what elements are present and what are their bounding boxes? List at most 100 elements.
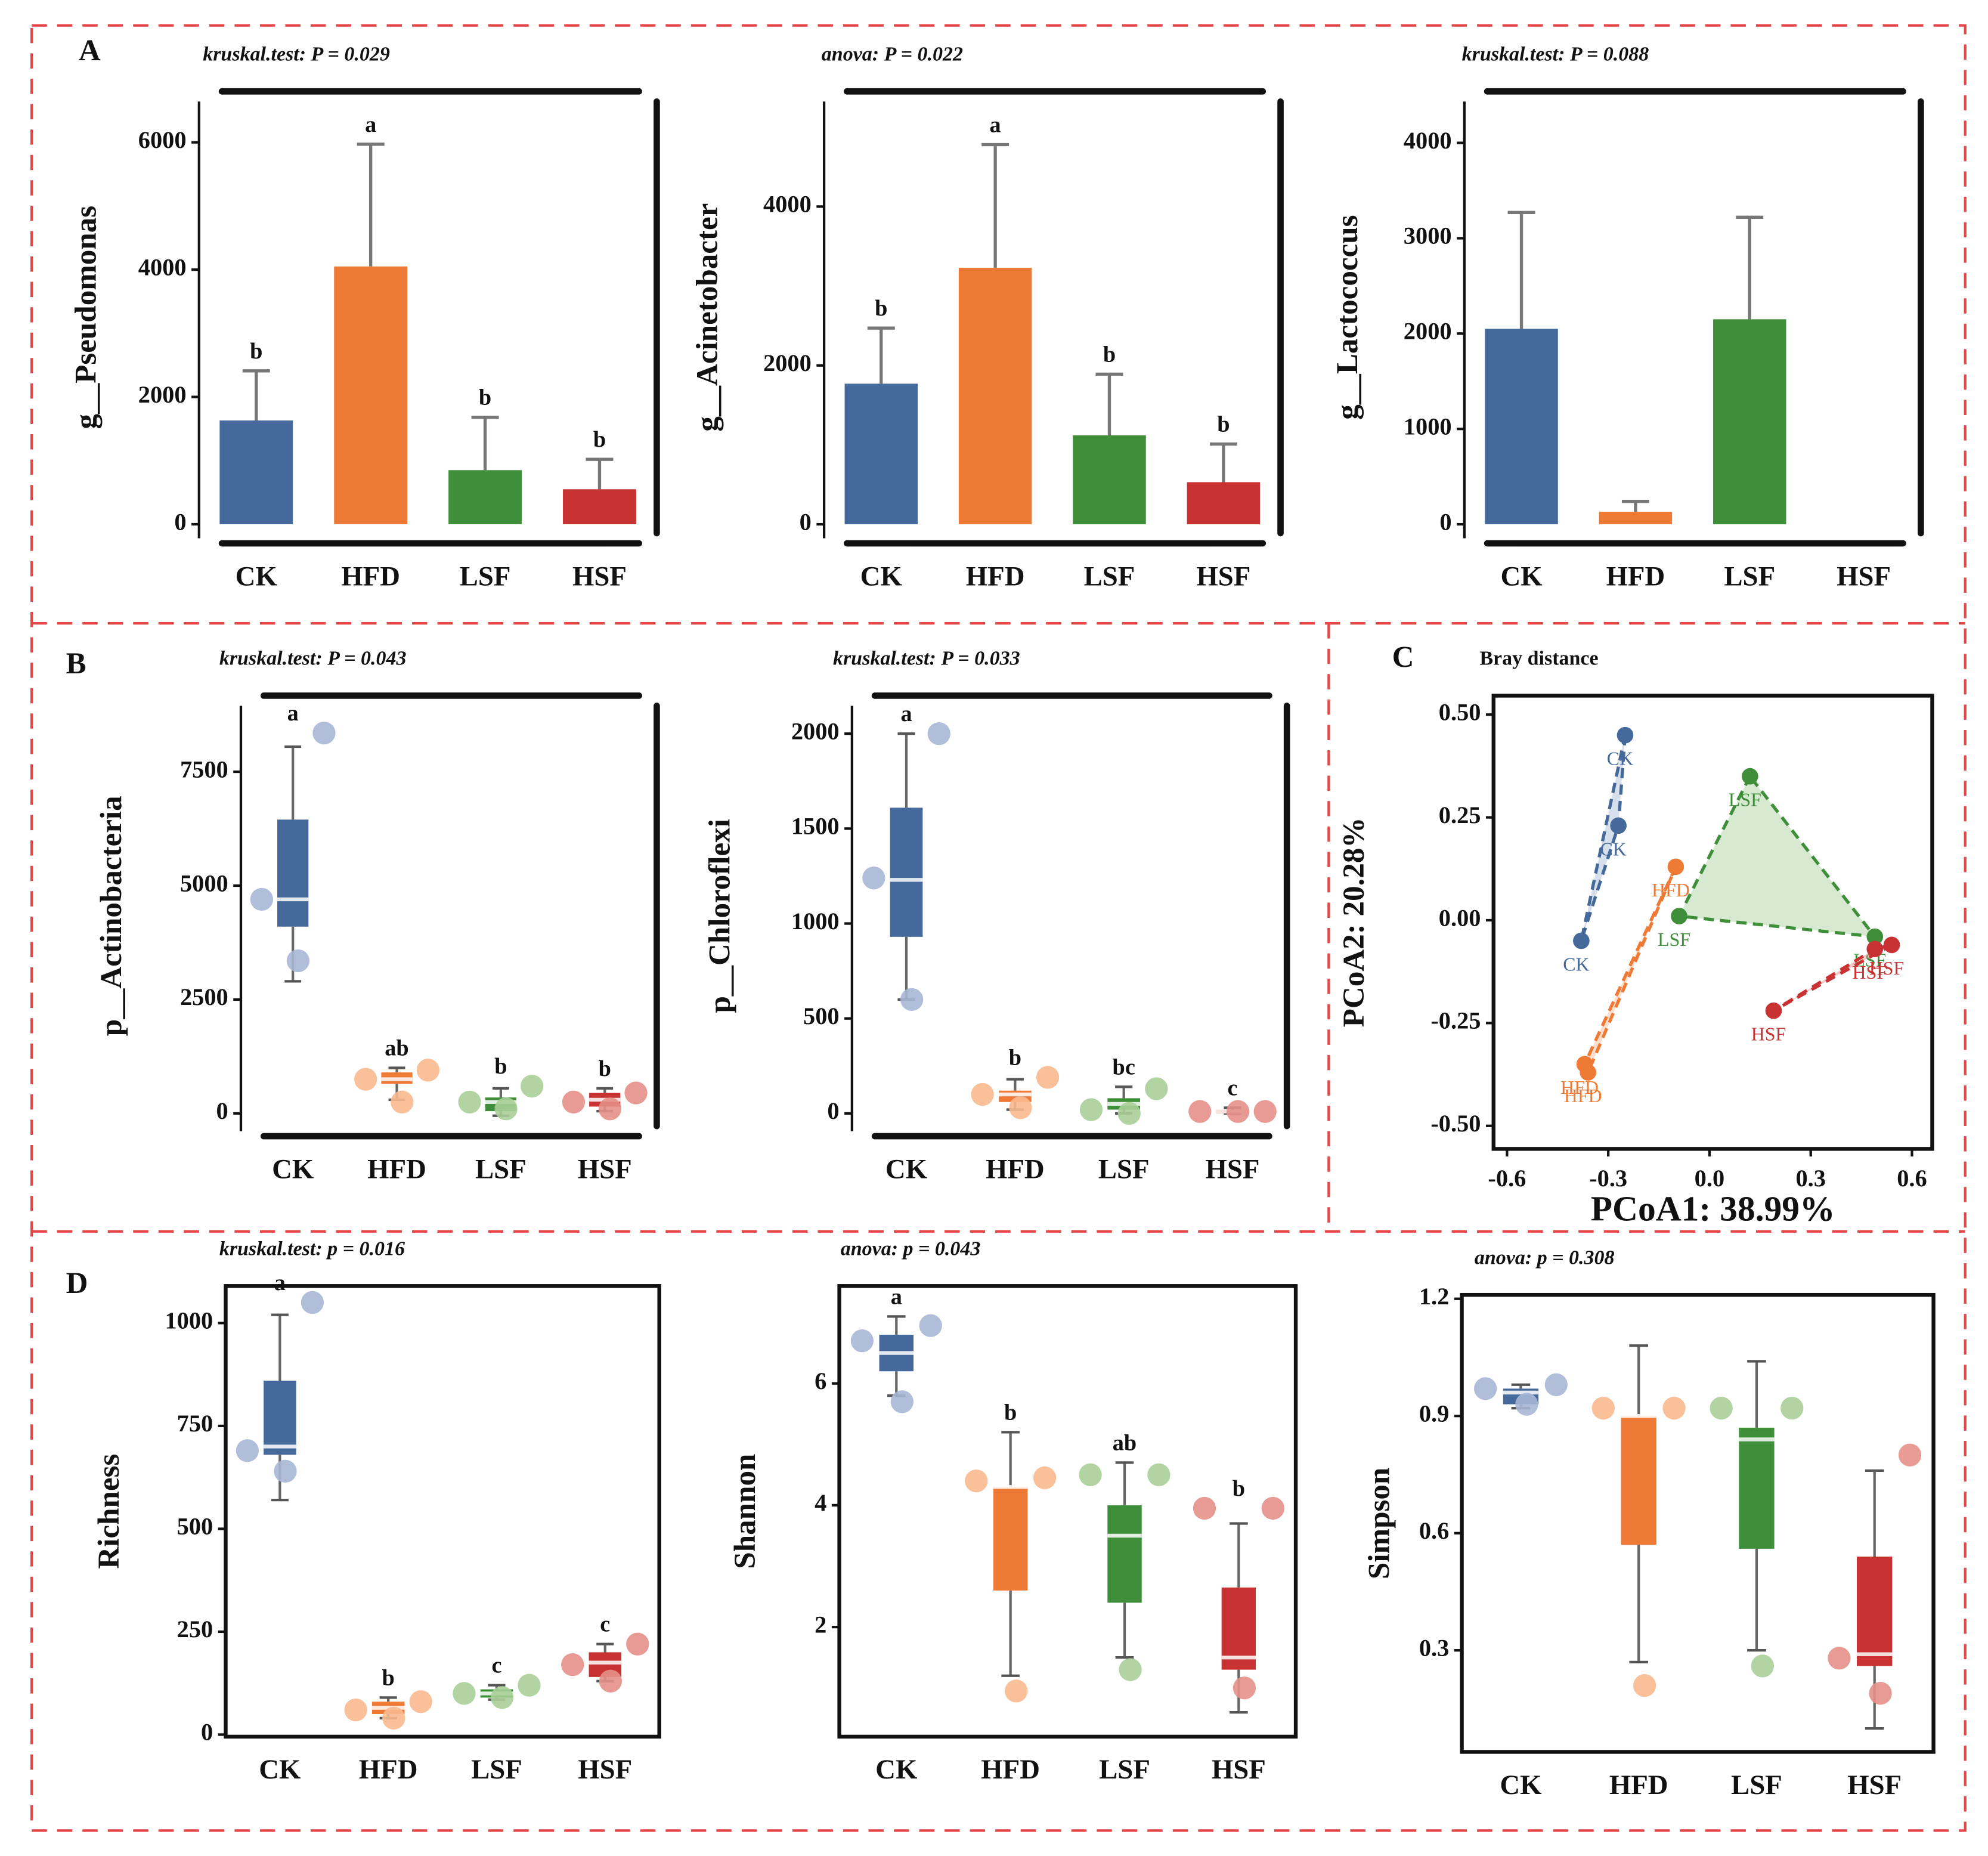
point (1828, 1647, 1851, 1670)
point (1036, 1066, 1060, 1089)
x-tick-label: 0.0 (1695, 1165, 1724, 1192)
y-tick-label: 0.25 (1439, 802, 1481, 828)
point (1883, 936, 1900, 954)
bar (1073, 435, 1146, 525)
x-tick-label: HSF (578, 1754, 632, 1785)
point (382, 1706, 405, 1730)
y-tick-label: -0.25 (1430, 1007, 1481, 1034)
panel-label: C (1392, 641, 1414, 675)
y-tick-label: 500 (177, 1513, 213, 1540)
x-tick-label: -0.3 (1589, 1165, 1627, 1192)
y-tick-label: 250 (177, 1616, 213, 1642)
x-tick-label: LSF (1731, 1770, 1782, 1801)
point-label: HSF (1852, 962, 1887, 983)
x-tick-label: CK (272, 1153, 314, 1184)
y-axis-label: Simpson (1363, 1468, 1396, 1579)
x-tick-label: HFD (966, 561, 1025, 592)
box (1857, 1556, 1893, 1666)
x-tick-label: CK (259, 1754, 301, 1785)
bar (1187, 482, 1261, 525)
point (1662, 1396, 1686, 1420)
y-tick-label: 0 (1439, 508, 1451, 535)
x-tick-label: CK (860, 561, 903, 592)
point-label: HSF (1751, 1024, 1786, 1045)
point (965, 1469, 988, 1493)
y-tick-label: 5000 (180, 870, 228, 896)
significance-letter: b (1233, 1476, 1245, 1501)
box (1739, 1427, 1775, 1549)
y-tick-label: 1500 (791, 813, 840, 840)
panel-label: A (79, 34, 101, 67)
bar (563, 489, 636, 525)
x-tick-label: LSF (1098, 1153, 1150, 1184)
x-axis-label: PCoA1: 38.99% (1591, 1189, 1835, 1228)
y-tick-label: 6000 (138, 126, 187, 153)
point (1079, 1463, 1102, 1486)
y-tick-label: 1.2 (1419, 1283, 1449, 1310)
x-tick-label: HSF (1206, 1153, 1260, 1184)
y-axis-label: p__Actinobacteria (95, 796, 128, 1036)
bar (844, 383, 918, 525)
point (900, 988, 924, 1011)
y-axis-label: g__Lactococcus (1331, 215, 1364, 420)
point (1780, 1396, 1804, 1420)
box (1621, 1416, 1656, 1545)
point (354, 1068, 377, 1091)
y-tick-label: 0 (216, 1097, 228, 1124)
point (1898, 1443, 1922, 1467)
y-axis-label: p__Chloroflexi (704, 819, 737, 1013)
y-tick-label: 6 (815, 1368, 826, 1394)
point (301, 1291, 324, 1314)
point (494, 1097, 518, 1121)
point (1226, 1100, 1250, 1123)
x-tick-label: LSF (1084, 561, 1135, 592)
x-tick-label: CK (875, 1754, 918, 1785)
point (453, 1682, 476, 1705)
y-tick-label: 0 (174, 508, 186, 535)
significance-letter: c (491, 1653, 501, 1678)
chart-title: anova: p = 0.308 (1475, 1246, 1615, 1269)
significance-letter: a (274, 1270, 286, 1295)
point (1869, 1682, 1892, 1705)
box (277, 819, 309, 927)
y-tick-label: 2000 (791, 717, 840, 744)
point (1147, 1463, 1170, 1486)
bar (1713, 319, 1786, 525)
point (1145, 1077, 1168, 1100)
point-label: HFD (1564, 1085, 1602, 1106)
point (1009, 1096, 1032, 1119)
point (562, 1090, 586, 1113)
y-tick-label: 3000 (1404, 222, 1452, 249)
y-tick-label: 1000 (791, 908, 840, 935)
point (1580, 1064, 1597, 1081)
y-tick-label: 2000 (138, 381, 187, 408)
point (919, 1314, 942, 1337)
point (1253, 1100, 1277, 1123)
significance-letter: b (494, 1054, 507, 1079)
y-tick-label: 4 (815, 1489, 826, 1516)
panel-label: B (66, 647, 86, 680)
y-tick-label: 0 (800, 508, 812, 535)
x-tick-label: LSF (1724, 561, 1775, 592)
x-tick-label: CK (1500, 1770, 1542, 1801)
point-label: HFD (1652, 880, 1690, 901)
significance-letter: b (599, 1056, 611, 1081)
point (274, 1459, 297, 1483)
point (521, 1074, 544, 1098)
y-tick-label: 2000 (1404, 318, 1452, 345)
x-tick-label: LSF (1099, 1754, 1150, 1785)
y-tick-label: 4000 (138, 253, 187, 280)
point (1261, 1496, 1284, 1520)
point-label: CK (1600, 839, 1626, 859)
chart-title: kruskal.test: P = 0.029 (203, 43, 390, 65)
y-tick-label: 0.00 (1439, 904, 1481, 931)
x-tick-label: HSF (1837, 561, 1891, 592)
plot-frame (1460, 1292, 1936, 1754)
point (599, 1669, 622, 1693)
point (1751, 1654, 1774, 1678)
point (391, 1090, 414, 1113)
significance-letter: ab (385, 1035, 408, 1060)
point (1765, 1002, 1782, 1019)
point (1671, 908, 1687, 924)
significance-letter: ab (1113, 1430, 1137, 1455)
